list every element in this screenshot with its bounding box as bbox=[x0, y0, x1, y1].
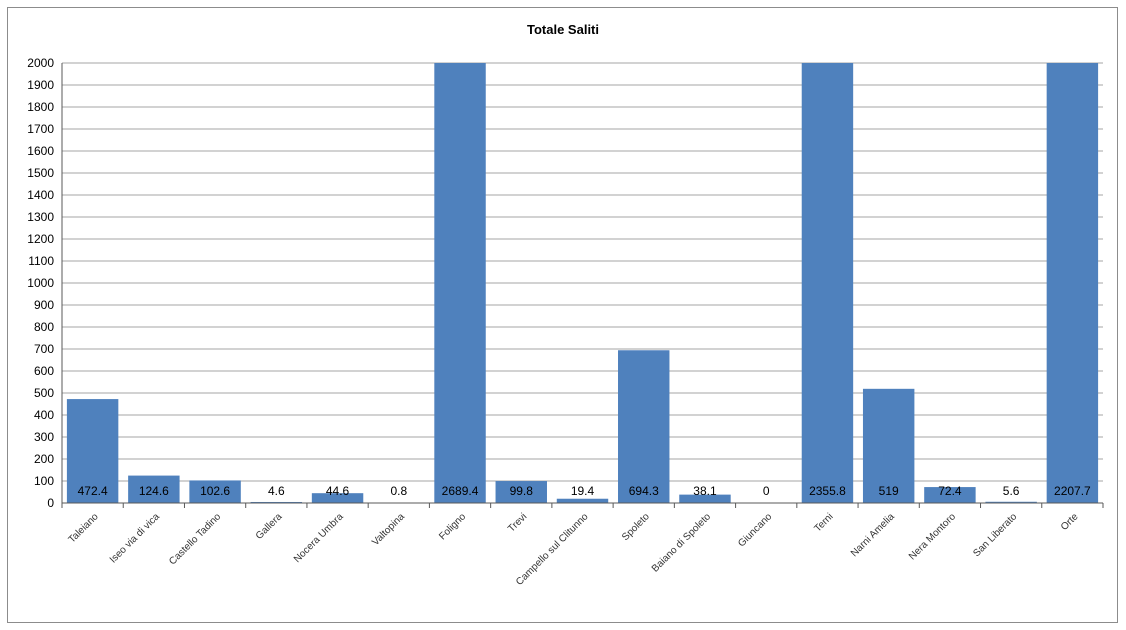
category-label: Valtopina bbox=[370, 511, 407, 548]
x-axis-categories: Taleiano Iseo via di vica Castello Tadino G… bbox=[67, 511, 1081, 588]
data-label: 44.6 bbox=[326, 484, 350, 498]
category-label: Iseo via di vica bbox=[108, 511, 162, 565]
data-label: 2689.4 bbox=[442, 484, 479, 498]
data-label: 519 bbox=[879, 484, 899, 498]
bar bbox=[311, 493, 364, 503]
data-labels: 472.4 124.6 102.6 4.6 44.6 0.8 2689.4 99.8 19.4 6… bbox=[78, 484, 1091, 498]
category-label: Trevi bbox=[506, 511, 529, 534]
y-tick-label: 700 bbox=[34, 342, 54, 356]
y-tick-label: 2000 bbox=[27, 56, 54, 70]
category-label: Orte bbox=[1059, 511, 1081, 533]
y-tick-label: 0 bbox=[47, 496, 54, 510]
chart-title: Totale Saliti bbox=[527, 22, 599, 37]
y-tick-label: 1700 bbox=[27, 122, 54, 136]
y-tick-label: 400 bbox=[34, 408, 54, 422]
category-label: Terni bbox=[812, 511, 835, 534]
data-label: 694.3 bbox=[629, 484, 659, 498]
category-label: Nocera Umbra bbox=[292, 511, 346, 565]
y-tick-label: 1100 bbox=[28, 254, 54, 268]
axes bbox=[61, 63, 1104, 508]
y-tick-label: 800 bbox=[34, 320, 54, 334]
y-tick-label: 1000 bbox=[27, 276, 54, 290]
category-label: Foligno bbox=[437, 511, 468, 542]
bar bbox=[66, 399, 119, 503]
bar bbox=[862, 388, 915, 503]
data-label: 19.4 bbox=[571, 484, 595, 498]
data-label: 4.6 bbox=[268, 484, 285, 498]
bar bbox=[679, 494, 731, 503]
category-label: Giuncano bbox=[736, 511, 774, 549]
y-tick-label: 500 bbox=[34, 386, 54, 400]
y-axis-ticks: 0 100 200 300 400 500 600 700 800 900 1000 1100 1200… bbox=[27, 56, 54, 510]
category-label: Spoleto bbox=[620, 511, 652, 543]
y-tick-label: 1500 bbox=[27, 166, 54, 180]
category-label: Nera Montoro bbox=[907, 511, 958, 562]
bar bbox=[495, 481, 547, 503]
y-tick-label: 1600 bbox=[27, 144, 54, 158]
bar bbox=[128, 475, 180, 503]
y-tick-label: 300 bbox=[34, 430, 54, 444]
data-label: 99.8 bbox=[510, 484, 534, 498]
bar bbox=[924, 487, 976, 503]
y-tick-label: 900 bbox=[34, 298, 54, 312]
bar bbox=[801, 63, 854, 503]
y-tick-label: 1900 bbox=[27, 78, 54, 92]
y-tick-label: 1400 bbox=[27, 188, 54, 202]
category-label: Baiano di Spoleto bbox=[650, 511, 714, 575]
bar bbox=[250, 501, 303, 503]
data-label: 124.6 bbox=[139, 484, 169, 498]
bar bbox=[434, 63, 486, 503]
data-label: 0 bbox=[763, 484, 770, 498]
data-label: 0.8 bbox=[390, 484, 407, 498]
data-label: 38.1 bbox=[693, 484, 717, 498]
category-label: Gallera bbox=[254, 511, 285, 542]
data-label: 2207.7 bbox=[1054, 484, 1091, 498]
bar bbox=[618, 350, 670, 503]
data-label: 72.4 bbox=[938, 484, 962, 498]
y-tick-label: 1200 bbox=[27, 232, 54, 246]
data-label: 472.4 bbox=[78, 484, 108, 498]
y-tick-label: 1300 bbox=[27, 210, 54, 224]
chart-frame bbox=[7, 7, 1118, 623]
category-label: Taleiano bbox=[67, 511, 101, 545]
bar bbox=[1046, 63, 1099, 503]
data-label: 2355.8 bbox=[809, 484, 846, 498]
y-tick-label: 1800 bbox=[27, 100, 54, 114]
y-tick-label: 200 bbox=[34, 452, 54, 466]
gridlines bbox=[62, 62, 1103, 482]
category-label: San Liberato bbox=[971, 511, 1019, 559]
y-tick-label: 100 bbox=[34, 474, 54, 488]
bar bbox=[189, 480, 241, 503]
bar bbox=[985, 501, 1037, 503]
bar bbox=[556, 498, 609, 503]
y-tick-label: 600 bbox=[34, 364, 54, 378]
category-label: Narni Amelia bbox=[849, 511, 897, 559]
data-label: 5.6 bbox=[1003, 484, 1020, 498]
category-label: Castello Tadino bbox=[167, 511, 223, 567]
bars bbox=[66, 63, 1099, 503]
data-label: 102.6 bbox=[200, 484, 230, 498]
